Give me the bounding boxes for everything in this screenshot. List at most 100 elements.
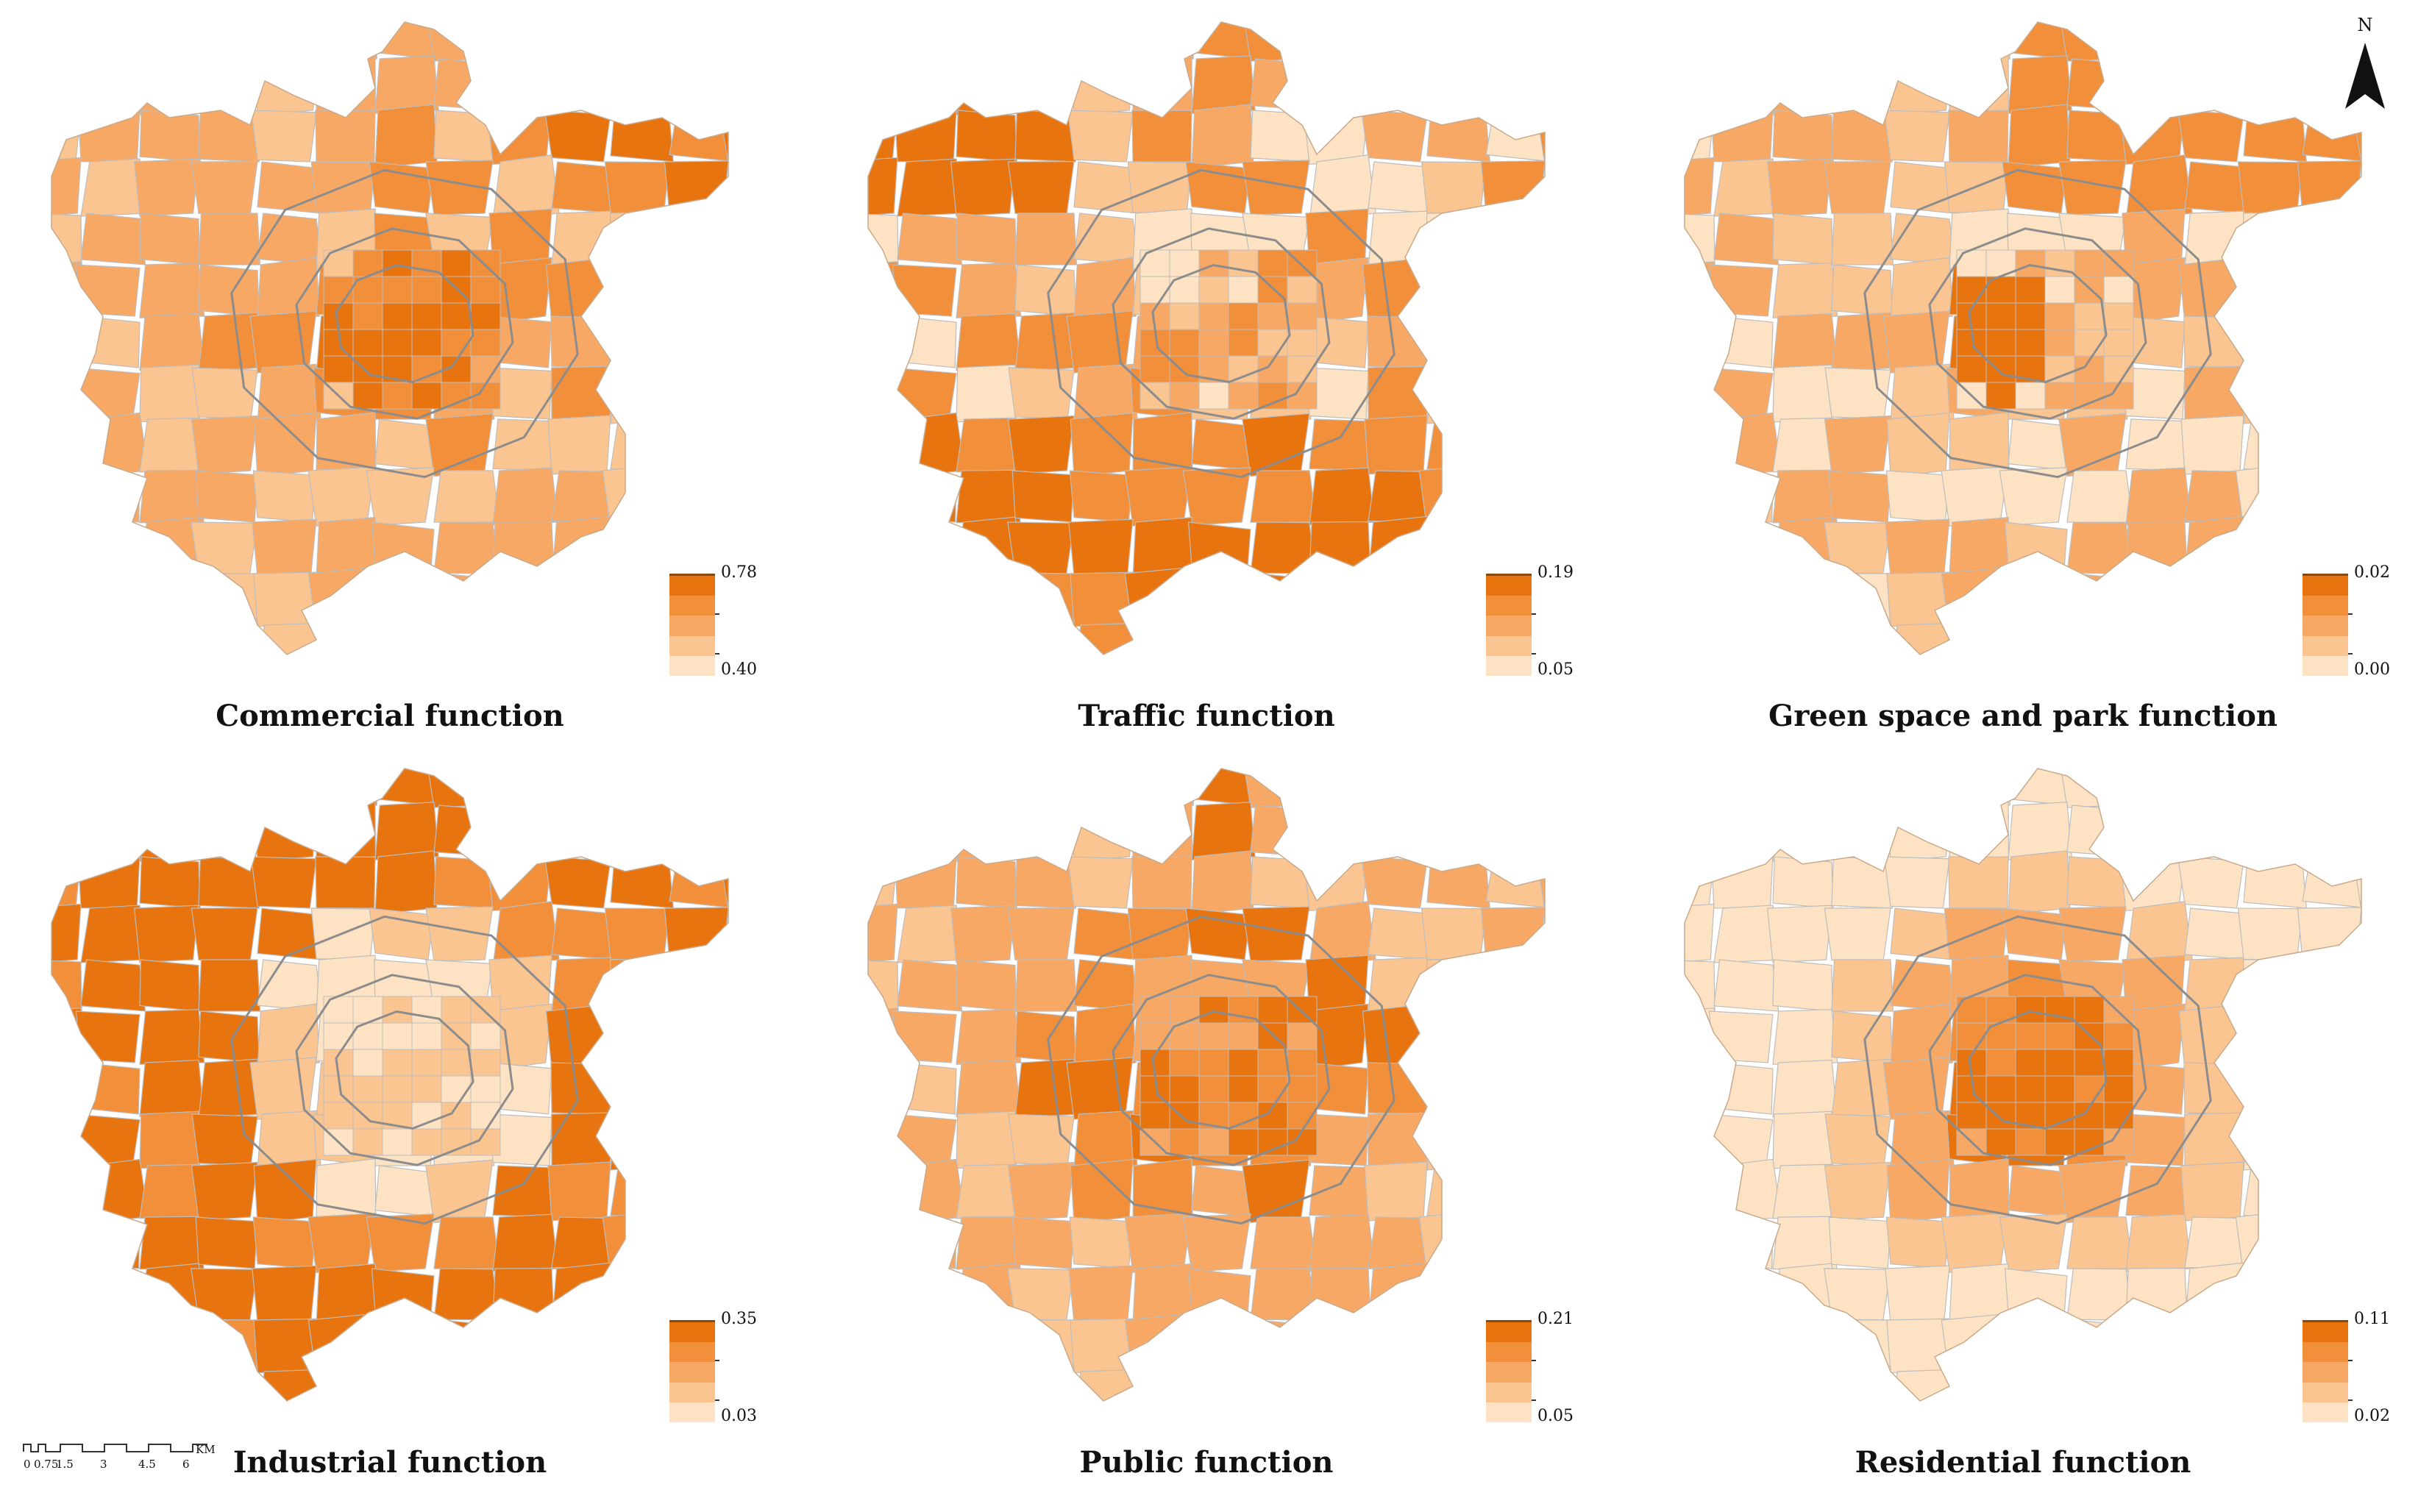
district-polygon: [1478, 264, 1545, 317]
district-polygon: [2015, 1128, 2046, 1156]
district-polygon: [1359, 624, 1428, 655]
city-boundary: [1684, 21, 2362, 655]
district-polygon: [352, 1128, 383, 1156]
district-polygon: [323, 355, 354, 383]
district-polygon: [1544, 957, 1545, 1014]
district-polygon: [669, 1110, 728, 1169]
district-polygon: [139, 1216, 205, 1270]
district-polygon: [139, 800, 205, 862]
district-polygon: [868, 157, 898, 218]
district-polygon: [1713, 1216, 1774, 1269]
map-panel-traffic: 0.19 0.05 Traffic function: [839, 7, 1574, 757]
district-polygon: [198, 110, 260, 163]
district-polygon: [668, 1159, 728, 1224]
district-polygon: [728, 1011, 758, 1063]
district-polygon: [441, 329, 472, 357]
ring-road: [1968, 263, 2108, 384]
district-polygon: [868, 467, 903, 526]
district-polygon: [1073, 161, 1138, 214]
district-polygon: [1242, 160, 1310, 215]
ring-road: [1928, 974, 2147, 1166]
district-polygon: [2044, 1102, 2075, 1130]
district-polygon: [1544, 797, 1545, 865]
district-polygon: [1685, 58, 1715, 111]
district-polygon: [371, 1268, 435, 1321]
district-polygon: [1956, 996, 1987, 1024]
district-polygon: [470, 1049, 501, 1077]
district-polygon: [721, 22, 728, 60]
district-polygon: [610, 958, 670, 1013]
district-polygon: [610, 1368, 674, 1401]
district-polygon: [1364, 1161, 1428, 1222]
scale-tick: 1.5: [56, 1458, 74, 1471]
district-polygon: [374, 104, 438, 168]
district-polygon: [486, 58, 552, 111]
district-polygon: [352, 1075, 383, 1103]
district-polygon: [1540, 418, 1545, 471]
district-polygon: [719, 855, 728, 910]
district-polygon: [2239, 22, 2303, 61]
district-polygon: [890, 521, 957, 574]
district-polygon: [1426, 621, 1490, 655]
panel-title: Public function: [1079, 1445, 1334, 1480]
district-polygon: [1685, 622, 1717, 655]
district-polygon: [1067, 110, 1134, 163]
district-polygon: [1824, 367, 1891, 420]
district-polygon: [486, 805, 552, 857]
district-polygon: [1763, 22, 1832, 60]
district-polygon: [551, 365, 611, 421]
district-polygon: [607, 805, 670, 857]
district-polygon: [374, 570, 438, 629]
district-polygon: [1191, 850, 1254, 915]
district-polygon: [2044, 276, 2075, 304]
district-polygon: [2243, 1109, 2308, 1171]
district-polygon: [2302, 206, 2361, 272]
district-polygon: [892, 1010, 957, 1063]
district-polygon: [2008, 1316, 2072, 1375]
district-polygon: [78, 769, 141, 807]
district-polygon: [1772, 1110, 1834, 1169]
city-boundary: [867, 21, 1546, 655]
district-polygon: [382, 996, 413, 1024]
district-polygon: [253, 1158, 317, 1224]
district-polygon: [1772, 263, 1838, 318]
legend-color-ramp: [669, 1320, 715, 1422]
district-polygon: [2177, 22, 2244, 60]
district-polygon: [551, 210, 616, 268]
district-polygon: [1685, 1058, 1715, 1119]
district-polygon: [1685, 856, 1715, 909]
district-polygon: [1242, 413, 1310, 477]
legend-max-value: 0.21: [1537, 1310, 1574, 1328]
legend: 0.78 0.40: [669, 563, 758, 684]
ring-road: [1151, 263, 1291, 384]
district-polygon: [2243, 1368, 2307, 1401]
district-polygon: [669, 315, 728, 368]
district-polygon: [728, 958, 758, 1014]
district-polygon: [1711, 769, 1774, 807]
district-polygon: [2074, 1049, 2105, 1077]
district-polygon: [488, 566, 552, 633]
district-polygon: [51, 1113, 85, 1166]
district-polygon: [956, 959, 1017, 1012]
district-polygon: [252, 470, 317, 523]
district-polygon: [1257, 382, 1288, 410]
legend-color-ramp: [1486, 1320, 1532, 1422]
district-polygon: [1250, 624, 1313, 655]
district-polygon: [1073, 769, 1137, 806]
district-polygon: [1198, 302, 1229, 330]
district-polygon: [1426, 264, 1493, 317]
district-polygon: [2354, 769, 2361, 806]
district-polygon: [2058, 160, 2127, 215]
district-polygon: [956, 469, 1021, 524]
district-polygon: [2243, 1010, 2309, 1063]
district-polygon: [2239, 315, 2303, 368]
district-polygon: [139, 313, 205, 371]
district-polygon: [198, 22, 265, 63]
district-polygon: [1941, 566, 2009, 632]
district-polygon: [661, 1010, 728, 1063]
ring-road: [335, 263, 474, 384]
district-polygon: [868, 1113, 901, 1166]
district-polygon: [2177, 769, 2244, 806]
ring-road: [1112, 974, 1331, 1166]
district-polygon: [1257, 1128, 1288, 1156]
